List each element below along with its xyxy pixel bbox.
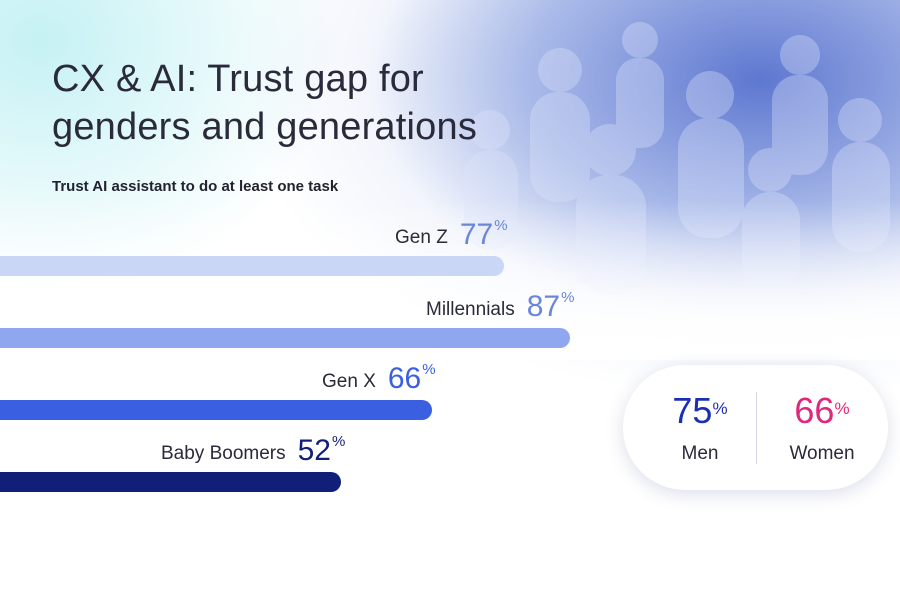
title-line-2: genders and generations [52,106,478,148]
bar-value-label: 66 [387,362,422,395]
gender-women: 66% Women [767,391,877,465]
chart-subtitle: Trust AI assistant to do at least one ta… [52,178,339,195]
men-label: Men [681,443,719,464]
bar-label-group: Gen X 66% [322,362,436,396]
bar-millennials [0,328,570,348]
bar-label-group: Gen Z 77% [395,218,508,252]
men-percent-sign: % [712,399,728,418]
bar-percent-sign: % [494,217,508,234]
bar-label-group: Baby Boomers 52% [161,434,345,468]
title-line-1: CX & AI: Trust gap for [52,58,424,100]
bar-percent-sign: % [422,361,436,378]
bar-gen-z [0,256,504,276]
bar-category-label: Gen X [322,371,376,392]
bar-baby-boomers [0,472,341,492]
bar-percent-sign: % [561,289,575,306]
bar-value-label: 87 [526,290,561,323]
gender-divider [756,392,757,464]
bar-label-group: Millennials 87% [426,290,574,324]
bar-gen-x [0,400,432,420]
women-percent-sign: % [834,399,850,418]
bar-value-label: 77 [459,218,494,251]
women-value: 66 [794,390,835,431]
men-value: 75 [672,390,713,431]
gender-card: 75% Men 66% Women [623,365,888,490]
bar-percent-sign: % [332,433,346,450]
bar-category-label: Millennials [426,299,515,320]
gender-men: 75% Men [645,391,755,465]
bar-category-label: Baby Boomers [161,443,286,464]
women-label: Women [789,443,855,464]
page-title: CX & AI: Trust gap for genders and gener… [52,55,572,151]
men-value-group: 75% [645,391,755,431]
women-value-group: 66% [767,391,877,431]
bar-category-label: Gen Z [395,227,448,248]
bar-value-label: 52 [297,434,331,467]
